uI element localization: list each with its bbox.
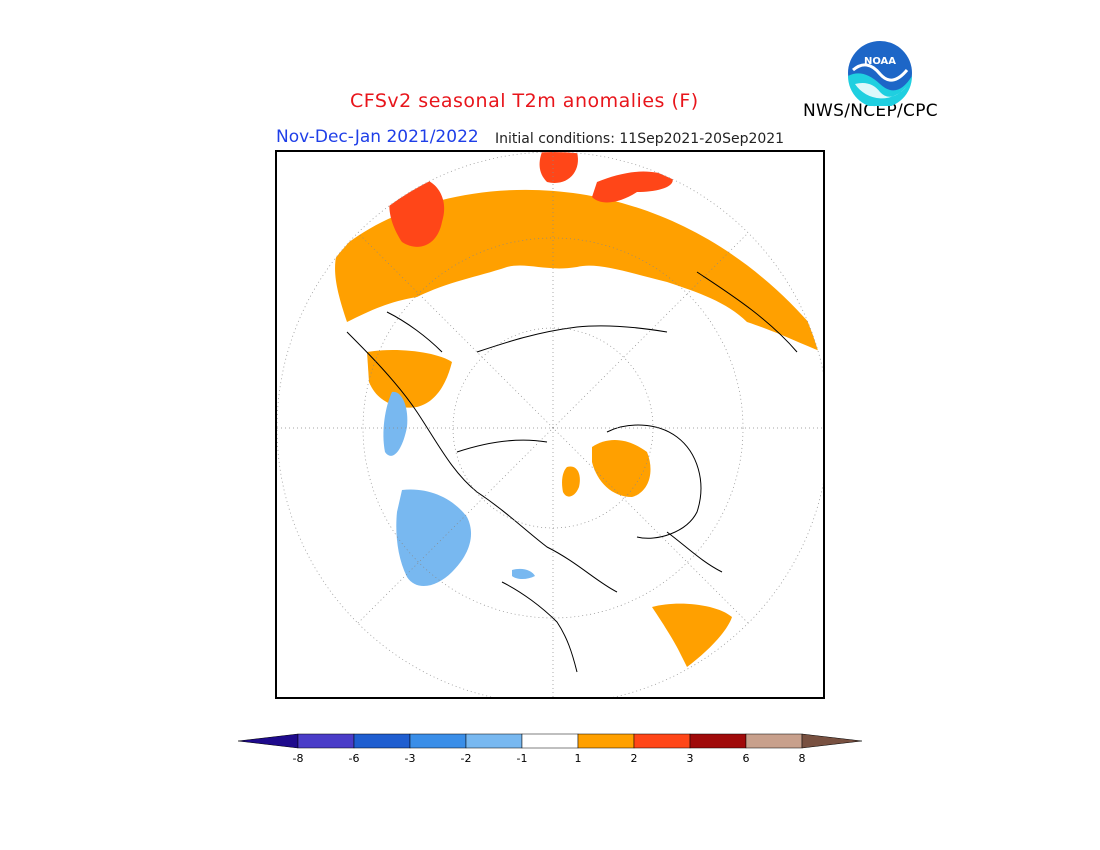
- colorbar-swatch: [297, 733, 355, 749]
- colorbar-tick-label: 1: [575, 752, 582, 765]
- agency-label: NWS/NCEP/CPC: [803, 101, 938, 121]
- colorbar-tick-label: 3: [687, 752, 694, 765]
- colorbar-swatch: [409, 733, 467, 749]
- colorbar-tick-label: -6: [349, 752, 360, 765]
- colorbar-tick-label: -3: [405, 752, 416, 765]
- warm-anomaly-region-america: [367, 350, 452, 408]
- initial-conditions-label: Initial conditions: 11Sep2021-20Sep2021: [495, 131, 785, 147]
- colorbar-arrow-high: [801, 733, 863, 749]
- warm-anomaly-region-africa: [652, 603, 732, 667]
- warm-anomaly-region-asia: [335, 189, 822, 352]
- colorbar-swatch: [689, 733, 747, 749]
- colorbar-swatch: [577, 733, 635, 749]
- cold-anomaly-region: [512, 568, 535, 579]
- graticule: [277, 152, 823, 697]
- colorbar-swatch: [521, 733, 579, 749]
- colorbar-swatch: [633, 733, 691, 749]
- warm-anomaly-region-europe: [562, 466, 580, 497]
- noaa-logo-icon: NOAA: [848, 41, 912, 106]
- polar-map: [277, 152, 823, 697]
- colorbar-swatch: [465, 733, 523, 749]
- colorbar-tick-label: 6: [743, 752, 750, 765]
- cold-anomaly-region: [383, 391, 408, 456]
- cold-anomaly-region: [396, 489, 472, 587]
- colorbar-legend: -8 -6 -3 -2 -1 1 2 3 6 8: [238, 733, 863, 765]
- colorbar-tick-label: -1: [517, 752, 528, 765]
- colorbar-swatch: [353, 733, 411, 749]
- map-frame: [275, 150, 825, 699]
- colorbar-arrow-low: [238, 733, 299, 749]
- colorbar-tick-label: 8: [799, 752, 806, 765]
- colorbar-tick-label: -2: [461, 752, 472, 765]
- hot-anomaly-patch: [539, 152, 578, 183]
- season-label: Nov-Dec-Jan 2021/2022: [276, 127, 479, 147]
- chart-title: CFSv2 seasonal T2m anomalies (F): [350, 90, 699, 112]
- hot-anomaly-patch: [592, 171, 673, 203]
- colorbar-swatch: [745, 733, 803, 749]
- warm-anomaly-region-europe: [592, 440, 651, 497]
- logo-text: NOAA: [864, 56, 896, 67]
- colorbar-tick-label: 2: [631, 752, 638, 765]
- colorbar-tick-label: -8: [293, 752, 304, 765]
- coastlines: [346, 271, 798, 673]
